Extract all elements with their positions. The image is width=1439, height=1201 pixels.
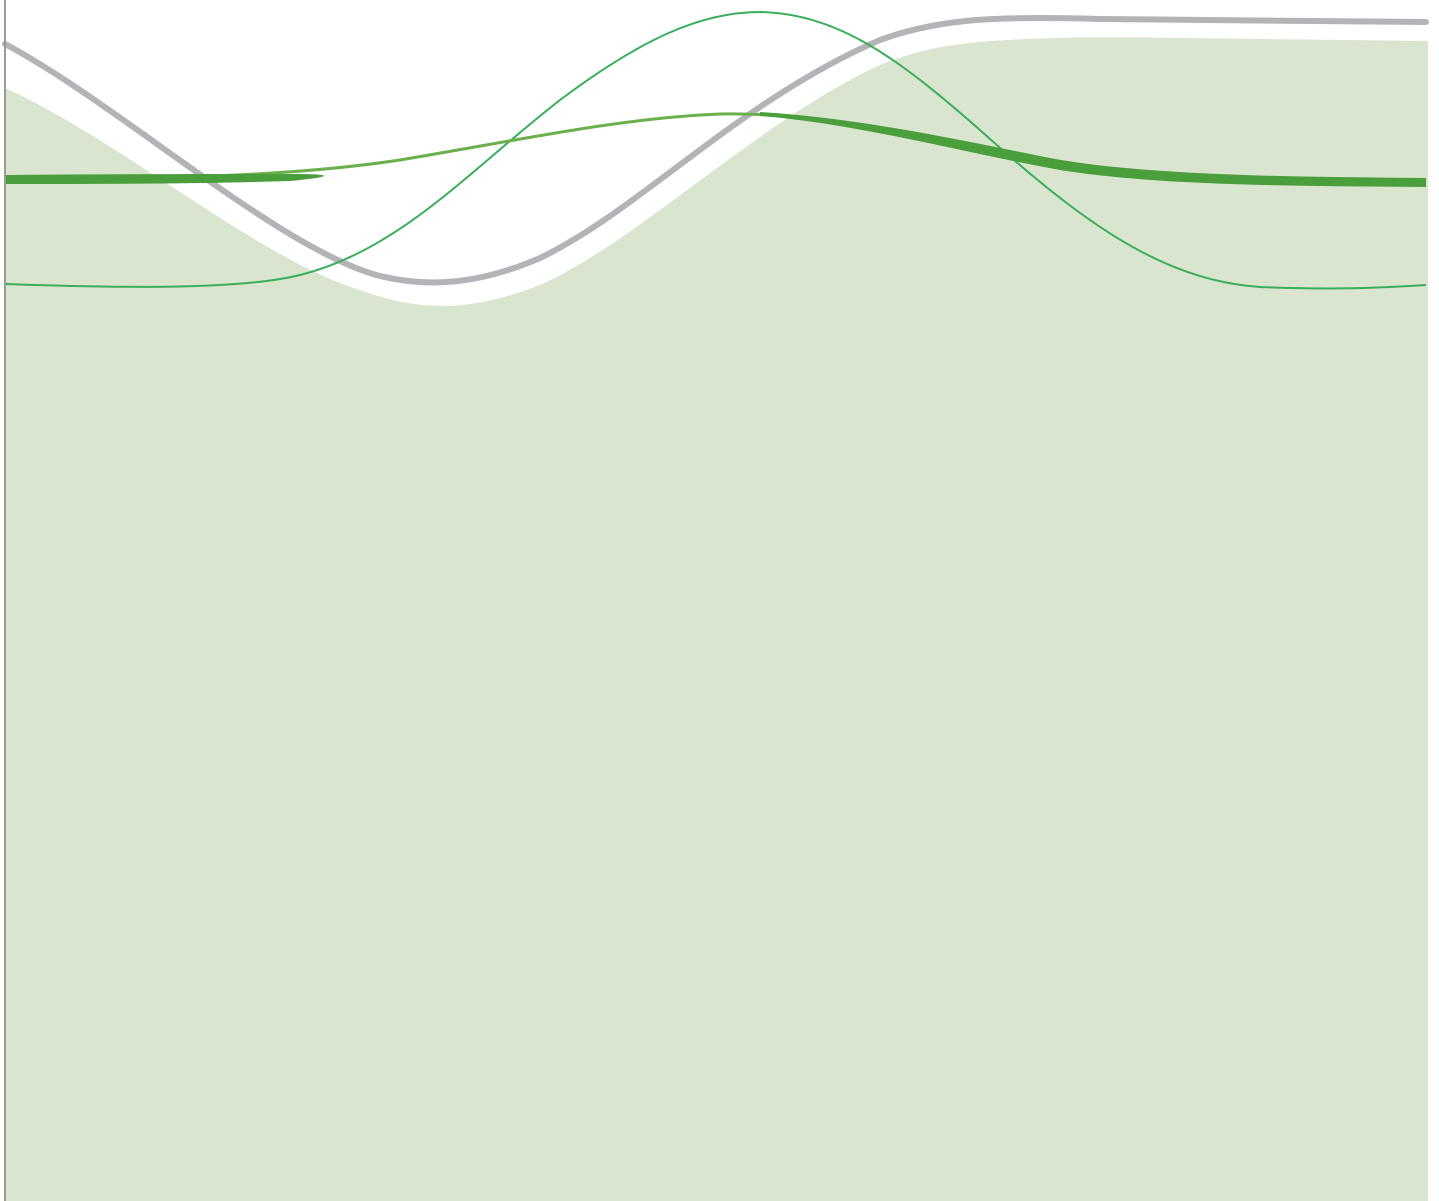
white-gap-stroke	[1, 22, 1433, 304]
green-area-fill	[5, 36, 1428, 1201]
thick-green-line	[5, 174, 324, 184]
thick-green-line-right	[760, 112, 1426, 187]
gray-ribbon	[2, 14, 1429, 286]
thin-green-wave	[4, 10, 1427, 290]
left-border-line	[4, 0, 6, 1201]
